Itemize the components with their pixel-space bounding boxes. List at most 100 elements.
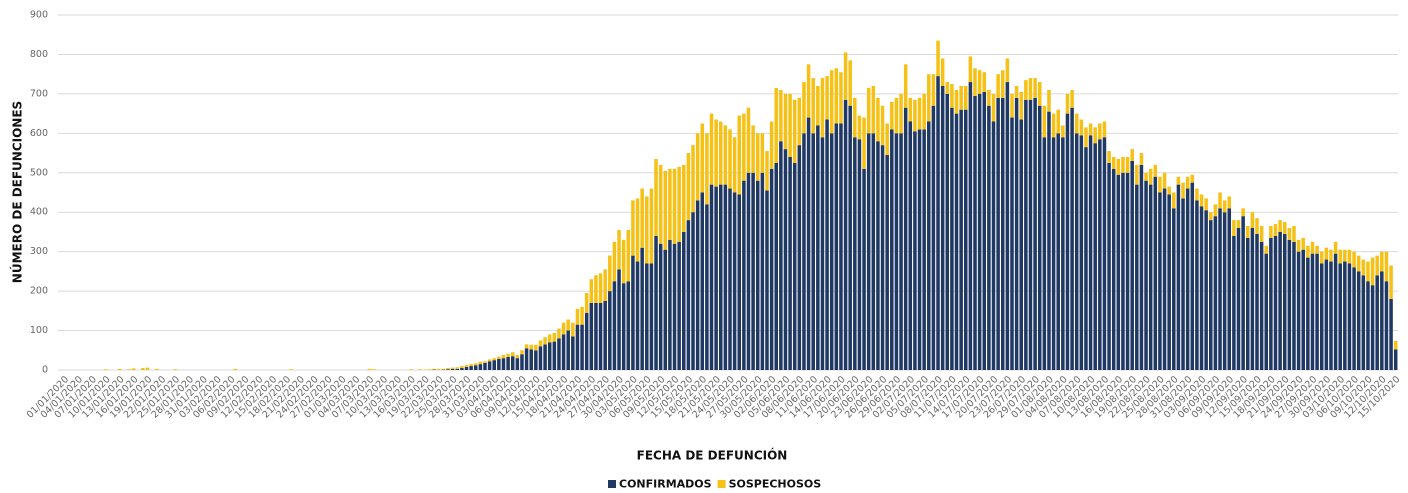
bar [779,89,783,142]
bar [515,358,520,370]
bar [802,82,806,134]
bar [473,363,478,366]
bar [1098,139,1102,370]
bar [1162,188,1167,370]
bar [853,97,857,138]
bar [1190,182,1195,370]
bar [506,356,510,370]
bar [1255,218,1259,234]
bar [1343,261,1347,370]
bar [580,306,584,325]
bar [1158,176,1162,193]
bar [1315,245,1319,254]
bar [1144,172,1148,181]
bar [464,366,469,370]
bar [714,186,718,370]
bar [996,74,1000,98]
bar [1135,164,1139,185]
bar [1329,261,1333,370]
bar [561,334,566,370]
bar [1056,109,1060,134]
bar [903,64,908,108]
bar [788,157,792,370]
bar [1380,271,1384,370]
bar [1264,253,1269,370]
bar [621,239,626,284]
bar [797,97,802,146]
bar [977,70,982,94]
bar [890,129,894,370]
bar [1093,127,1097,144]
bar [460,368,464,370]
bar [497,356,501,359]
bar [1246,226,1250,238]
bar [594,302,598,370]
bar [1269,237,1273,370]
bar [1190,174,1195,183]
bar [529,349,533,370]
bar [1158,192,1162,370]
bar [1061,125,1065,138]
bar [1070,89,1074,108]
bar [982,91,987,371]
bar [598,273,603,303]
bar [1232,235,1236,370]
bar [792,99,797,163]
bar [1380,251,1384,272]
bar [566,330,570,370]
bar [936,76,940,370]
bar [1255,233,1259,370]
bar [1241,216,1245,370]
bar [1338,249,1342,264]
bar [603,269,607,301]
bar [645,196,649,264]
bar [718,121,723,185]
bar [441,368,446,370]
bar [1296,251,1301,370]
bar [760,172,765,370]
bar [1292,226,1296,242]
bar [1098,123,1102,140]
bar [802,133,806,370]
bar [1084,127,1088,148]
bar [524,344,529,349]
bar [709,184,714,370]
bar [510,352,515,357]
bar [853,137,857,370]
bar [1070,107,1074,370]
bar [1176,176,1181,185]
bar [506,353,510,357]
bar [755,180,760,370]
bar [478,361,483,365]
bar [959,86,963,110]
bar [691,145,695,213]
bar [455,368,460,370]
bar [1125,172,1130,370]
bar [1139,164,1144,370]
bar [1209,212,1213,221]
bar [1074,133,1079,370]
bar [746,172,751,370]
bar [409,369,413,370]
bar [672,168,677,244]
bar [769,121,774,169]
bar [589,302,594,370]
bar [880,105,885,146]
bar [580,324,584,370]
bar [1042,137,1047,370]
bar [964,109,968,371]
bar [145,367,150,370]
bar [1227,208,1232,370]
bar [1153,164,1158,177]
bar [954,113,959,370]
y-tick-label: 100 [30,325,48,336]
bar [127,369,131,370]
y-axis-label: NÚMERO DE DEFUNCIONES [10,101,25,283]
bar [1125,157,1130,173]
bar [598,302,603,370]
bar [700,192,705,370]
bar [880,145,885,370]
bar [1028,99,1033,371]
bar [1333,253,1338,370]
bar [1282,233,1287,370]
